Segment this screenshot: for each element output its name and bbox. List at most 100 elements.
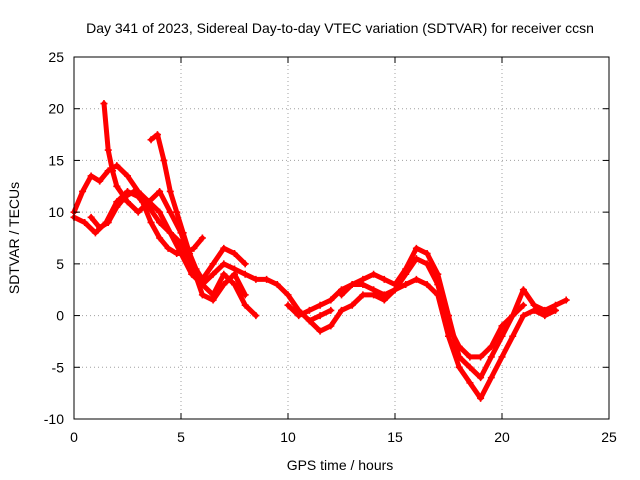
data-point — [487, 353, 495, 361]
data-point — [327, 322, 335, 330]
data-point — [147, 136, 155, 144]
data-point — [412, 275, 420, 283]
data-point — [519, 286, 527, 294]
data-point — [509, 312, 517, 320]
data-point — [530, 306, 538, 314]
data-point — [156, 234, 164, 242]
data-point — [198, 291, 206, 299]
data-point — [327, 306, 335, 314]
data-point — [87, 213, 95, 221]
data-point — [173, 250, 181, 258]
data-point — [412, 255, 420, 263]
data-point — [541, 312, 549, 320]
data-point — [166, 229, 174, 237]
data-point — [241, 291, 249, 299]
data-point — [113, 182, 121, 190]
data-point — [220, 244, 228, 252]
data-point — [153, 131, 161, 139]
data-point — [295, 312, 303, 320]
y-tick-label: 10 — [48, 204, 64, 220]
data-point — [198, 275, 206, 283]
data-point — [519, 301, 527, 309]
data-point — [284, 291, 292, 299]
data-point — [145, 198, 153, 206]
data-point — [124, 172, 131, 180]
data-point — [209, 260, 217, 268]
data-point — [160, 156, 168, 164]
data-point — [316, 327, 324, 335]
data-point — [423, 250, 431, 258]
series-track-4 — [147, 131, 249, 283]
data-point — [241, 301, 249, 309]
data-point — [434, 281, 442, 289]
data-point — [113, 203, 121, 211]
data-point — [487, 374, 495, 382]
data-point — [220, 281, 228, 289]
data-point — [231, 270, 238, 278]
y-tick-label: 25 — [48, 49, 64, 65]
data-point — [156, 208, 164, 216]
x-tick-label: 5 — [177, 429, 185, 445]
grid — [74, 57, 609, 419]
data-point — [412, 244, 420, 252]
data-point — [380, 291, 388, 299]
data-point — [190, 244, 198, 252]
data-point — [391, 286, 399, 294]
data-point — [130, 187, 138, 195]
data-point — [466, 353, 474, 361]
data-point — [466, 363, 474, 371]
data-point — [96, 177, 104, 185]
y-tick-label: -5 — [52, 359, 65, 375]
data-point — [263, 275, 271, 283]
data-point — [455, 363, 463, 371]
data-point — [273, 281, 281, 289]
data-point — [338, 291, 345, 299]
data-point — [109, 167, 117, 175]
data-point — [519, 312, 527, 320]
x-tick-label: 10 — [280, 429, 296, 445]
data-point — [423, 260, 431, 268]
data-point — [138, 198, 146, 206]
data-point — [327, 296, 335, 304]
data-point — [231, 250, 238, 258]
data-point — [466, 379, 474, 387]
data-point — [477, 394, 485, 402]
data-point — [121, 193, 129, 201]
data-point — [498, 322, 506, 330]
data-point — [445, 322, 452, 330]
data-point — [124, 198, 131, 206]
data-point — [370, 270, 378, 278]
data-point — [166, 208, 174, 216]
data-point — [181, 250, 189, 258]
series-track-5 — [87, 187, 206, 258]
y-tick-label: 15 — [48, 152, 64, 168]
data-point — [402, 281, 410, 289]
y-tick-label: -10 — [44, 411, 64, 427]
data-point — [241, 260, 249, 268]
series-track-7 — [305, 275, 559, 402]
data-point — [284, 301, 292, 309]
data-point — [498, 332, 506, 340]
data-point — [316, 301, 324, 309]
data-point — [305, 306, 313, 314]
data-point — [231, 281, 238, 289]
data-point — [477, 374, 485, 382]
data-point — [134, 208, 142, 216]
data-point — [104, 218, 112, 226]
data-point — [209, 270, 217, 278]
series-line — [306, 276, 558, 401]
data-point — [81, 218, 89, 226]
data-point — [316, 312, 324, 320]
x-tick-label: 0 — [70, 429, 78, 445]
data-point — [348, 301, 356, 309]
data-point — [552, 306, 559, 314]
data-point — [423, 281, 431, 289]
data-point — [562, 296, 570, 304]
data-point — [156, 218, 164, 226]
data-point — [338, 306, 345, 314]
x-tick-label: 25 — [601, 429, 617, 445]
data-point — [147, 218, 155, 226]
x-axis-label: GPS time / hours — [287, 457, 394, 473]
data-point — [434, 270, 442, 278]
